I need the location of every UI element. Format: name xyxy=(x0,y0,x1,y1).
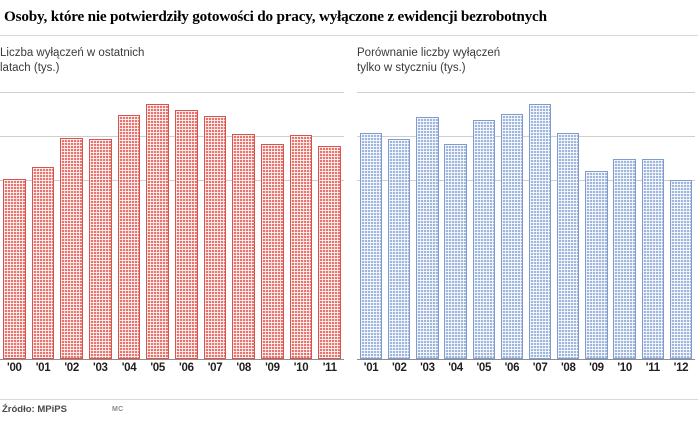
gridline xyxy=(357,180,695,181)
divider-top xyxy=(0,35,698,36)
bar-item: 60,9 xyxy=(498,92,526,359)
x-tick-label: '06 xyxy=(504,362,520,374)
gridline xyxy=(0,92,344,93)
bar-item: 54,7 xyxy=(385,92,413,359)
bar-item: 949 xyxy=(201,92,230,359)
chart-left-plot: 701747860 858951993972949875838874828 xyxy=(0,92,344,360)
bar: 53,4 xyxy=(444,144,467,359)
x-tick-label: '11 xyxy=(645,362,660,374)
bar-item: 993 xyxy=(143,92,172,359)
bar-item: 860 xyxy=(57,92,86,359)
bar-item: 53,4 xyxy=(442,92,470,359)
gridline xyxy=(357,92,695,93)
bar-item: 49,6 xyxy=(611,92,639,359)
x-tick-label: '05 xyxy=(476,362,492,374)
gridline xyxy=(0,180,344,181)
x-tick-label: '00 xyxy=(7,362,22,374)
bar: 951 xyxy=(117,115,141,359)
bar-item: 874 xyxy=(287,92,316,359)
bar-item: 56,1 xyxy=(554,92,582,359)
bar: 56,1 xyxy=(557,133,580,359)
x-tick-label: '10 xyxy=(293,362,309,374)
bar-item: 63,6 xyxy=(526,92,554,359)
bar-item: 838 xyxy=(258,92,287,359)
bar: 46,7 xyxy=(585,171,608,359)
bar: 60,9 xyxy=(500,114,524,359)
bar: 874 xyxy=(289,135,313,359)
chart-right-title: Porównanie liczby wyłączeń tylko w stycz… xyxy=(357,47,501,74)
chart-panel-right: Porównanie liczby wyłączeń tylko w stycz… xyxy=(357,46,698,391)
x-tick-label: '06 xyxy=(179,362,194,374)
chart-left-title: Liczba wyłączeń w ostatnich latach (tys.… xyxy=(0,47,145,74)
axis-line-left xyxy=(0,359,344,360)
x-tick-label: '03 xyxy=(420,362,435,374)
chart-panel-left: Liczba wyłączeń w ostatnich latach (tys.… xyxy=(0,46,348,391)
bar: 49,6 xyxy=(641,159,664,359)
bar-item: 701 xyxy=(0,92,29,359)
bar: 949 xyxy=(203,116,227,359)
bar: 44,5 xyxy=(669,180,693,359)
bar: 63,6 xyxy=(528,104,552,359)
x-tick-label: '09 xyxy=(589,362,604,374)
x-tick-label: '07 xyxy=(207,362,223,374)
bar-item: 59,4 xyxy=(470,92,498,359)
bar: 49,6 xyxy=(613,159,636,359)
bar: 875 xyxy=(232,134,256,359)
x-tick-label: '02 xyxy=(64,362,79,374)
x-tick-label: '08 xyxy=(560,362,576,374)
bar-item: 44,5 xyxy=(667,92,695,359)
bar: 60,2 xyxy=(416,117,439,359)
x-tick-label: '04 xyxy=(448,362,463,374)
divider-bottom xyxy=(0,399,698,400)
bar-series-left: 701747860 858951993972949875838874828 xyxy=(0,92,344,359)
bar-item: 46,7 xyxy=(582,92,610,359)
bar-item: 747 xyxy=(29,92,58,359)
bar-item: 951 xyxy=(115,92,144,359)
source-label: Źródło: MPiPS xyxy=(2,404,67,415)
x-tick-label: '02 xyxy=(391,362,407,374)
bar: 972 xyxy=(175,110,198,359)
x-axis-ticks-right: '01 '02 '03 '04 '05 '06 '07 '08 '09 '10 '11 '12 xyxy=(357,362,695,374)
x-tick-label: '07 xyxy=(532,362,548,374)
bar: 701 xyxy=(3,179,26,359)
bar-item: 56,2 xyxy=(357,92,385,359)
x-tick-label: '08 xyxy=(236,362,252,374)
x-tick-label: '01 xyxy=(35,362,51,374)
x-tick-label: '10 xyxy=(617,362,632,374)
bar: 993 xyxy=(146,104,170,359)
bar-item: 828 xyxy=(315,92,344,359)
chart-right-plot: 56,254,760,253,459,460,963,656,146,749,6… xyxy=(357,92,695,360)
x-tick-label: '11 xyxy=(322,362,337,374)
bar: 838 xyxy=(261,144,284,359)
bar-item: 858 xyxy=(86,92,115,359)
bar-item: 49,6 xyxy=(639,92,667,359)
credit-label: MC xyxy=(112,406,124,413)
bar: 860 xyxy=(60,138,83,359)
page-title: Osoby, które nie potwierdziły gotowości … xyxy=(4,8,547,25)
bar-series-right: 56,254,760,253,459,460,963,656,146,749,6… xyxy=(357,92,695,359)
gridline xyxy=(357,136,695,137)
x-tick-label: '09 xyxy=(265,362,280,374)
axis-line-right xyxy=(357,359,695,360)
x-tick-label: '01 xyxy=(363,362,379,374)
bar: 828 xyxy=(318,146,342,359)
x-tick-label: '05 xyxy=(150,362,166,374)
bar: 858 xyxy=(89,139,112,359)
bar-item: 972 xyxy=(172,92,201,359)
x-axis-ticks-left: '00 '01 '02 '03 '04 '05 '06 '07 '08 '09 '10 '11 xyxy=(0,362,344,374)
bar-item: 875 xyxy=(229,92,258,359)
gridline xyxy=(0,136,344,137)
bar: 54,7 xyxy=(388,139,411,359)
x-tick-label: '04 xyxy=(121,362,137,374)
x-tick-label: '03 xyxy=(93,362,108,374)
bar: 747 xyxy=(31,167,55,359)
bar: 59,4 xyxy=(472,120,495,359)
bar-item: 60,2 xyxy=(413,92,441,359)
x-tick-label: '12 xyxy=(673,362,689,374)
bar: 56,2 xyxy=(359,133,383,359)
